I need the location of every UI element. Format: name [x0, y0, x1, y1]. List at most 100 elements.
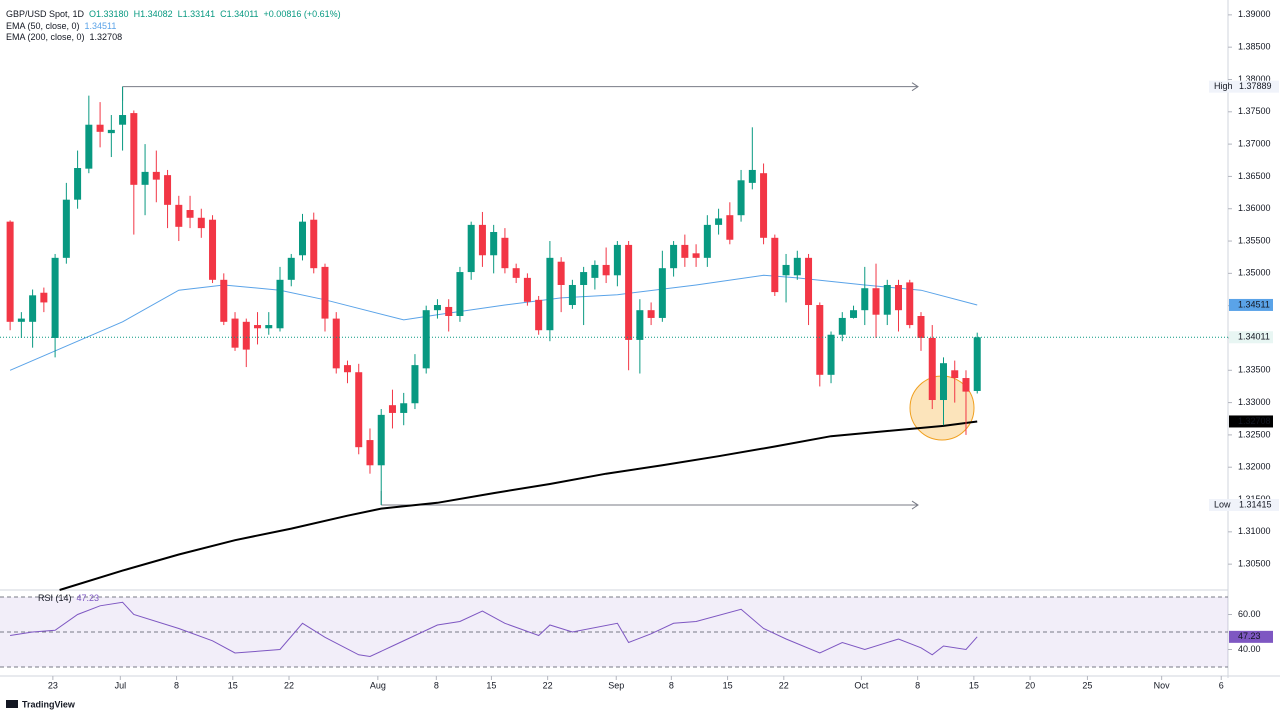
y-tick-label: 1.31000 [1238, 526, 1271, 536]
x-tick-label: 23 [48, 680, 58, 690]
y-tick-label: 1.37500 [1238, 106, 1271, 116]
legend-value: 1.32708 [90, 32, 123, 42]
y-tick-label: 1.36500 [1238, 171, 1271, 181]
candle-body [748, 169, 756, 183]
legend-entry: EMA (200, close, 0) 1.32708 [6, 32, 122, 42]
legend-name: EMA (200, close, 0) [6, 32, 85, 42]
ema-badge-value: 1.32708 [1238, 416, 1271, 426]
candle-body [85, 124, 93, 169]
x-tick-label: 22 [779, 680, 789, 690]
x-tick-label: 8 [434, 680, 439, 690]
candle-body [220, 279, 228, 322]
candle-body [343, 365, 351, 373]
range-badge [1209, 499, 1279, 512]
candle-body [670, 244, 678, 269]
brand-logo [6, 700, 18, 708]
x-tick-label: 6 [1219, 680, 1224, 690]
candle-body [512, 268, 520, 278]
candle-body [467, 224, 475, 273]
candle-body [152, 171, 160, 180]
candle-body [74, 168, 82, 200]
candle-body [299, 221, 307, 256]
candle-body [647, 310, 655, 318]
y-tick-label: 1.30500 [1238, 559, 1271, 569]
candle-body [254, 325, 262, 329]
ema-line [59, 420, 978, 591]
candle-body [51, 257, 59, 338]
ohlc-value: H1.34082 [134, 9, 173, 19]
candle-body [546, 257, 554, 331]
candle-body [760, 173, 768, 238]
x-tick-label: Nov [1154, 680, 1171, 690]
last-price-badge [1229, 331, 1273, 344]
candle-body [895, 284, 903, 311]
range-badge [1209, 80, 1279, 93]
candle-body [703, 224, 711, 258]
y-tick-label: 1.35500 [1238, 235, 1271, 245]
candle-body [816, 305, 824, 375]
y-tick-label: 40.00 [1238, 644, 1261, 654]
y-tick-label: 1.32500 [1238, 429, 1271, 439]
candle-body [692, 253, 700, 258]
legend-value: 1.34511 [85, 21, 117, 31]
legend-name: EMA (50, close, 0) [6, 21, 80, 31]
candle-body [681, 244, 689, 258]
candle-body [782, 264, 790, 276]
x-tick-label: Aug [370, 680, 386, 690]
candle-body [422, 310, 430, 369]
rsi-badge-value: 47.23 [1238, 631, 1261, 641]
candle-body [411, 365, 419, 404]
ohlc-value: O1.33180 [89, 9, 129, 19]
y-tick-label: 1.37000 [1238, 138, 1271, 148]
candle-body [568, 284, 576, 306]
x-tick-label: 15 [228, 680, 238, 690]
x-tick-label: 8 [669, 680, 674, 690]
candle-body [771, 237, 779, 293]
range-badge-value: 1.31415 [1239, 499, 1272, 509]
candle-body [242, 321, 250, 350]
symbol-title: GBP/USD Spot, 1D [6, 9, 85, 19]
x-tick-label: 8 [174, 680, 179, 690]
rsi-badge [1229, 630, 1273, 643]
x-tick-label: 22 [543, 680, 553, 690]
candle-body [636, 310, 644, 340]
ema-badge [1229, 415, 1273, 428]
candle-body [906, 282, 914, 326]
candle-body [332, 318, 340, 369]
candle-body [310, 219, 318, 269]
y-tick-label: 1.31500 [1238, 494, 1271, 504]
candle-body [164, 175, 172, 205]
range-arrow [911, 82, 919, 92]
range-arrow [911, 500, 919, 510]
candle-body [445, 306, 453, 317]
candle-body [805, 257, 813, 306]
candle-body [478, 224, 486, 256]
y-tick-label: 60.00 [1238, 609, 1261, 619]
x-tick-label: 25 [1082, 680, 1092, 690]
candle-body [96, 124, 104, 132]
candle-body [557, 261, 565, 285]
candle-body [107, 129, 115, 134]
candle-body [939, 363, 947, 401]
candle-body [580, 272, 588, 285]
candle-body [40, 292, 48, 303]
candle-body [827, 334, 835, 375]
candle-body [130, 113, 138, 185]
candle-body [928, 337, 936, 401]
candle-body [523, 277, 531, 302]
candle-body [591, 264, 599, 278]
candle-body [209, 219, 217, 280]
x-tick-label: 15 [969, 680, 979, 690]
candle-body [861, 288, 869, 311]
rsi-line [10, 601, 978, 658]
range-badge-name: High [1214, 81, 1233, 91]
x-tick-label: Oct [854, 680, 869, 690]
x-tick-label: Sep [608, 680, 624, 690]
rsi-name: RSI (14) [38, 593, 72, 603]
candle-body [321, 266, 329, 319]
candle-body [17, 318, 25, 322]
candle-body [400, 403, 408, 413]
candle-body [962, 378, 970, 392]
rsi-legend: RSI (14) 47.23 [38, 593, 99, 603]
